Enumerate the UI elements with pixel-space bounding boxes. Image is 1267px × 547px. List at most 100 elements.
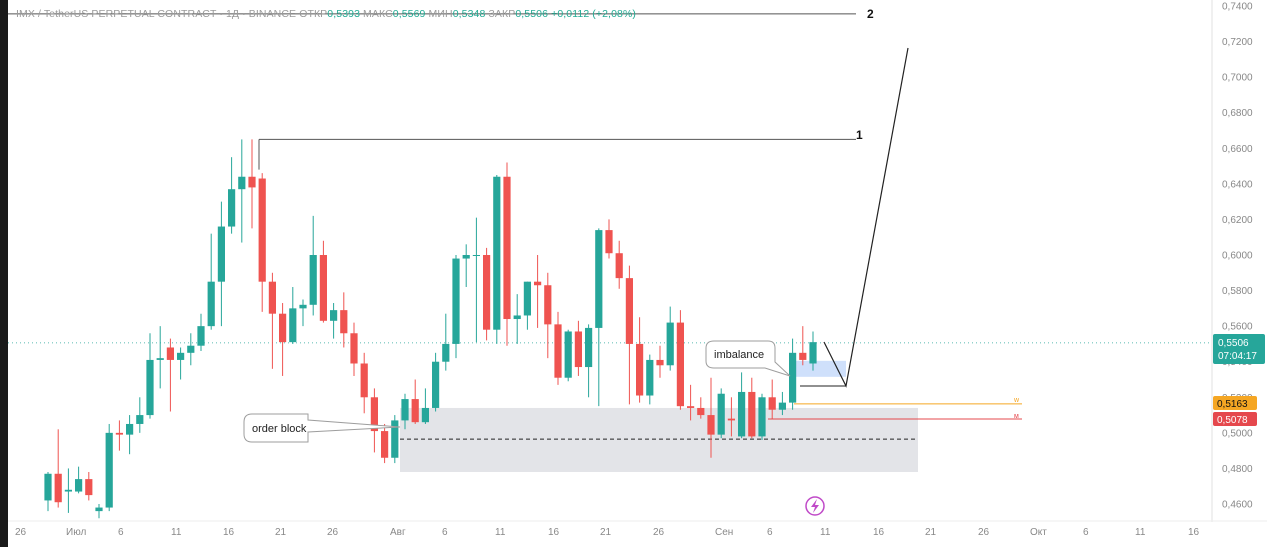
x-axis-tick: 6 (1083, 527, 1089, 538)
m-price-badge: 0,5078 (1213, 412, 1257, 426)
candle (258, 173, 266, 312)
candle-body (472, 255, 480, 256)
candle (666, 306, 674, 371)
chart-frame[interactable]: 0,7400 0,7200 0,7000 0,6800 0,6600 0,6400 0,62… (8, 0, 1267, 547)
candle-body (483, 255, 491, 330)
candle-body (738, 391, 746, 437)
lightning-icon[interactable] (805, 496, 825, 516)
candle (126, 415, 134, 455)
candle (299, 299, 307, 327)
high-label: МАКС (363, 8, 393, 20)
candle-body (64, 489, 72, 492)
candle-body (197, 326, 205, 346)
candle (483, 247, 491, 341)
candle (238, 139, 246, 243)
candle-body (625, 278, 633, 344)
symbol-header: IMX / TetherUS PERPETUAL CONTRACT · 1Д ·… (16, 8, 636, 20)
x-axis-tick: 6 (442, 527, 448, 538)
candle-body (442, 343, 450, 362)
candle-body (391, 420, 399, 458)
candle (605, 219, 613, 259)
candle-body (432, 361, 440, 408)
candle (738, 372, 746, 439)
x-axis-tick: 11 (820, 527, 831, 538)
candle (146, 333, 154, 419)
candle (768, 379, 776, 419)
candle-body (707, 415, 715, 435)
y-axis-tick: 0,7000 (1222, 73, 1253, 84)
x-axis-tick: 6 (767, 527, 773, 538)
y-axis-tick: 0,4800 (1222, 464, 1253, 475)
candle (166, 338, 174, 412)
candle (177, 347, 185, 380)
low-value: 0,5348 (452, 8, 486, 20)
candle-body (687, 406, 695, 408)
candle-body (105, 432, 113, 508)
x-axis-tick: 21 (275, 527, 287, 538)
candle-body (799, 352, 807, 360)
candle-body (166, 347, 174, 360)
candle-body (462, 255, 470, 259)
exchange: BINANCE (248, 8, 297, 20)
levels-layer (8, 13, 1022, 420)
candle (462, 244, 470, 288)
x-axis-tick: 16 (223, 527, 235, 538)
candle-body (177, 352, 185, 360)
candle (513, 294, 521, 344)
candle-body (768, 397, 776, 410)
candle (115, 420, 123, 451)
x-axis-tick: 26 (978, 527, 990, 538)
candle (85, 471, 93, 501)
candle (381, 423, 389, 464)
change-value: +0,0112 (+2,08%) (551, 8, 636, 20)
candle (585, 324, 593, 398)
candle-body (809, 342, 817, 364)
candle-body (360, 363, 368, 398)
candle (697, 397, 705, 419)
candle (503, 162, 511, 346)
candle (105, 423, 113, 512)
candle-body (523, 281, 531, 316)
last-price-badge: 0,5506 07:04:17 (1213, 334, 1265, 364)
candle-body (44, 473, 52, 501)
candle-body (636, 343, 644, 396)
candle (544, 272, 552, 359)
candle (687, 384, 695, 421)
x-axis-tick: 16 (1188, 527, 1200, 538)
candle (574, 320, 582, 376)
y-axis-tick: 0,5800 (1222, 286, 1253, 297)
candlestick-chart[interactable]: 0,7400 0,7200 0,7000 0,6800 0,6600 0,6400 0,62… (8, 0, 1267, 547)
candle (523, 281, 531, 330)
candle-body (75, 479, 83, 492)
candle-body (248, 176, 256, 188)
candle-body (605, 230, 613, 254)
candle-body (534, 281, 542, 286)
candle (279, 303, 287, 376)
imbalance-zone (794, 360, 846, 377)
candle-body (258, 178, 266, 282)
high-value: 0,5569 (392, 8, 426, 20)
x-axis-tick: Сен (715, 527, 733, 538)
candle (472, 217, 480, 343)
y-axis-tick: 0,6800 (1222, 108, 1253, 119)
candle-body (207, 281, 215, 327)
candle (268, 272, 276, 369)
open-label: ОТКР (299, 8, 328, 20)
candle (636, 317, 644, 403)
imbalance-callout[interactable]: imbalance (705, 340, 791, 377)
candle-body (493, 176, 501, 330)
candle (676, 310, 684, 410)
interval: 1Д (225, 8, 240, 20)
candle (646, 354, 654, 405)
y-axis-tick: 0,5000 (1222, 428, 1253, 439)
order-block-callout[interactable]: order block (243, 413, 401, 443)
candle-body (146, 359, 154, 416)
candle-body (238, 176, 246, 190)
x-axis-tick: 11 (1135, 527, 1146, 538)
candle (64, 468, 72, 513)
candle (360, 352, 368, 414)
candle (656, 345, 664, 378)
zones-layer (8, 342, 1212, 472)
open-value: 0,5393 (327, 8, 361, 20)
candle (707, 377, 715, 458)
